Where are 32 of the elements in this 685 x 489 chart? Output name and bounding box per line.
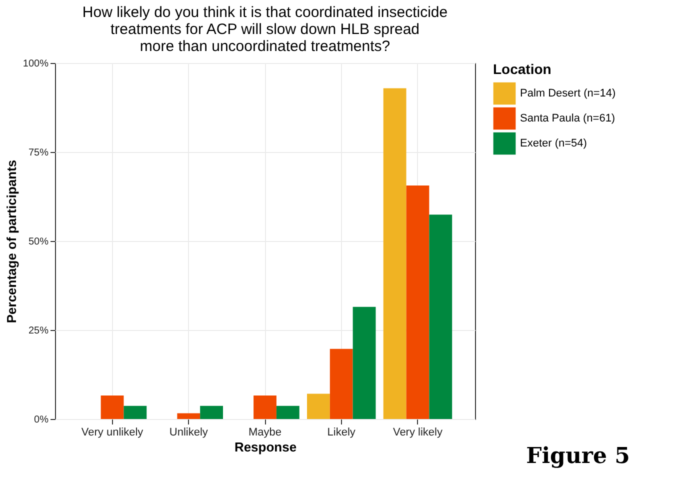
y-tick-label: 25% [28,326,49,336]
bar [383,88,406,419]
bar [124,406,147,419]
y-tick-label: 100% [22,58,49,70]
bar [177,413,200,419]
y-tick-label: 75% [28,148,49,158]
bar [352,306,376,419]
x-tick-label: Likely [327,426,356,438]
legend-label: Palm Desert (n=14) [520,88,616,100]
x-tick-label: Unlikely [169,426,208,438]
x-axis-title: Response [234,440,297,454]
y-axis-title: Percentage of participants [4,160,19,324]
y-tick-label: 0% [34,414,49,426]
bar [406,185,430,419]
bar [200,406,223,419]
x-tick-label: Very likely [392,426,443,438]
text: treatments for ACP will slow down HLB spread [110,21,420,38]
bar [276,406,300,419]
legend-label: Exeter (n=54) [520,138,587,150]
bar [254,396,276,419]
y-tick-label: 50% [28,236,49,248]
text: more than uncoordinated treatments? [140,38,390,55]
text: How likely do you think it is that coordinated insecticide [82,4,448,21]
bar [100,396,124,419]
legend-title: Location [493,61,552,77]
legend-label: Santa Paula (n=61) [520,112,616,124]
bar [429,214,452,419]
caption: Figure 5 [526,443,630,469]
x-tick-label: Very unlikely [81,426,144,438]
bar [307,394,330,419]
x-tick-label: Maybe [248,426,282,438]
bar [330,348,353,419]
